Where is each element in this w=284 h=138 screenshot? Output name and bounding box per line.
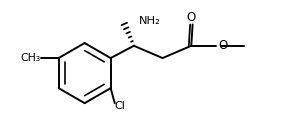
Text: NH₂: NH₂ [139, 16, 161, 26]
Text: O: O [219, 39, 228, 52]
Text: CH₃: CH₃ [20, 53, 41, 63]
Text: Cl: Cl [114, 101, 125, 111]
Text: O: O [186, 11, 196, 24]
